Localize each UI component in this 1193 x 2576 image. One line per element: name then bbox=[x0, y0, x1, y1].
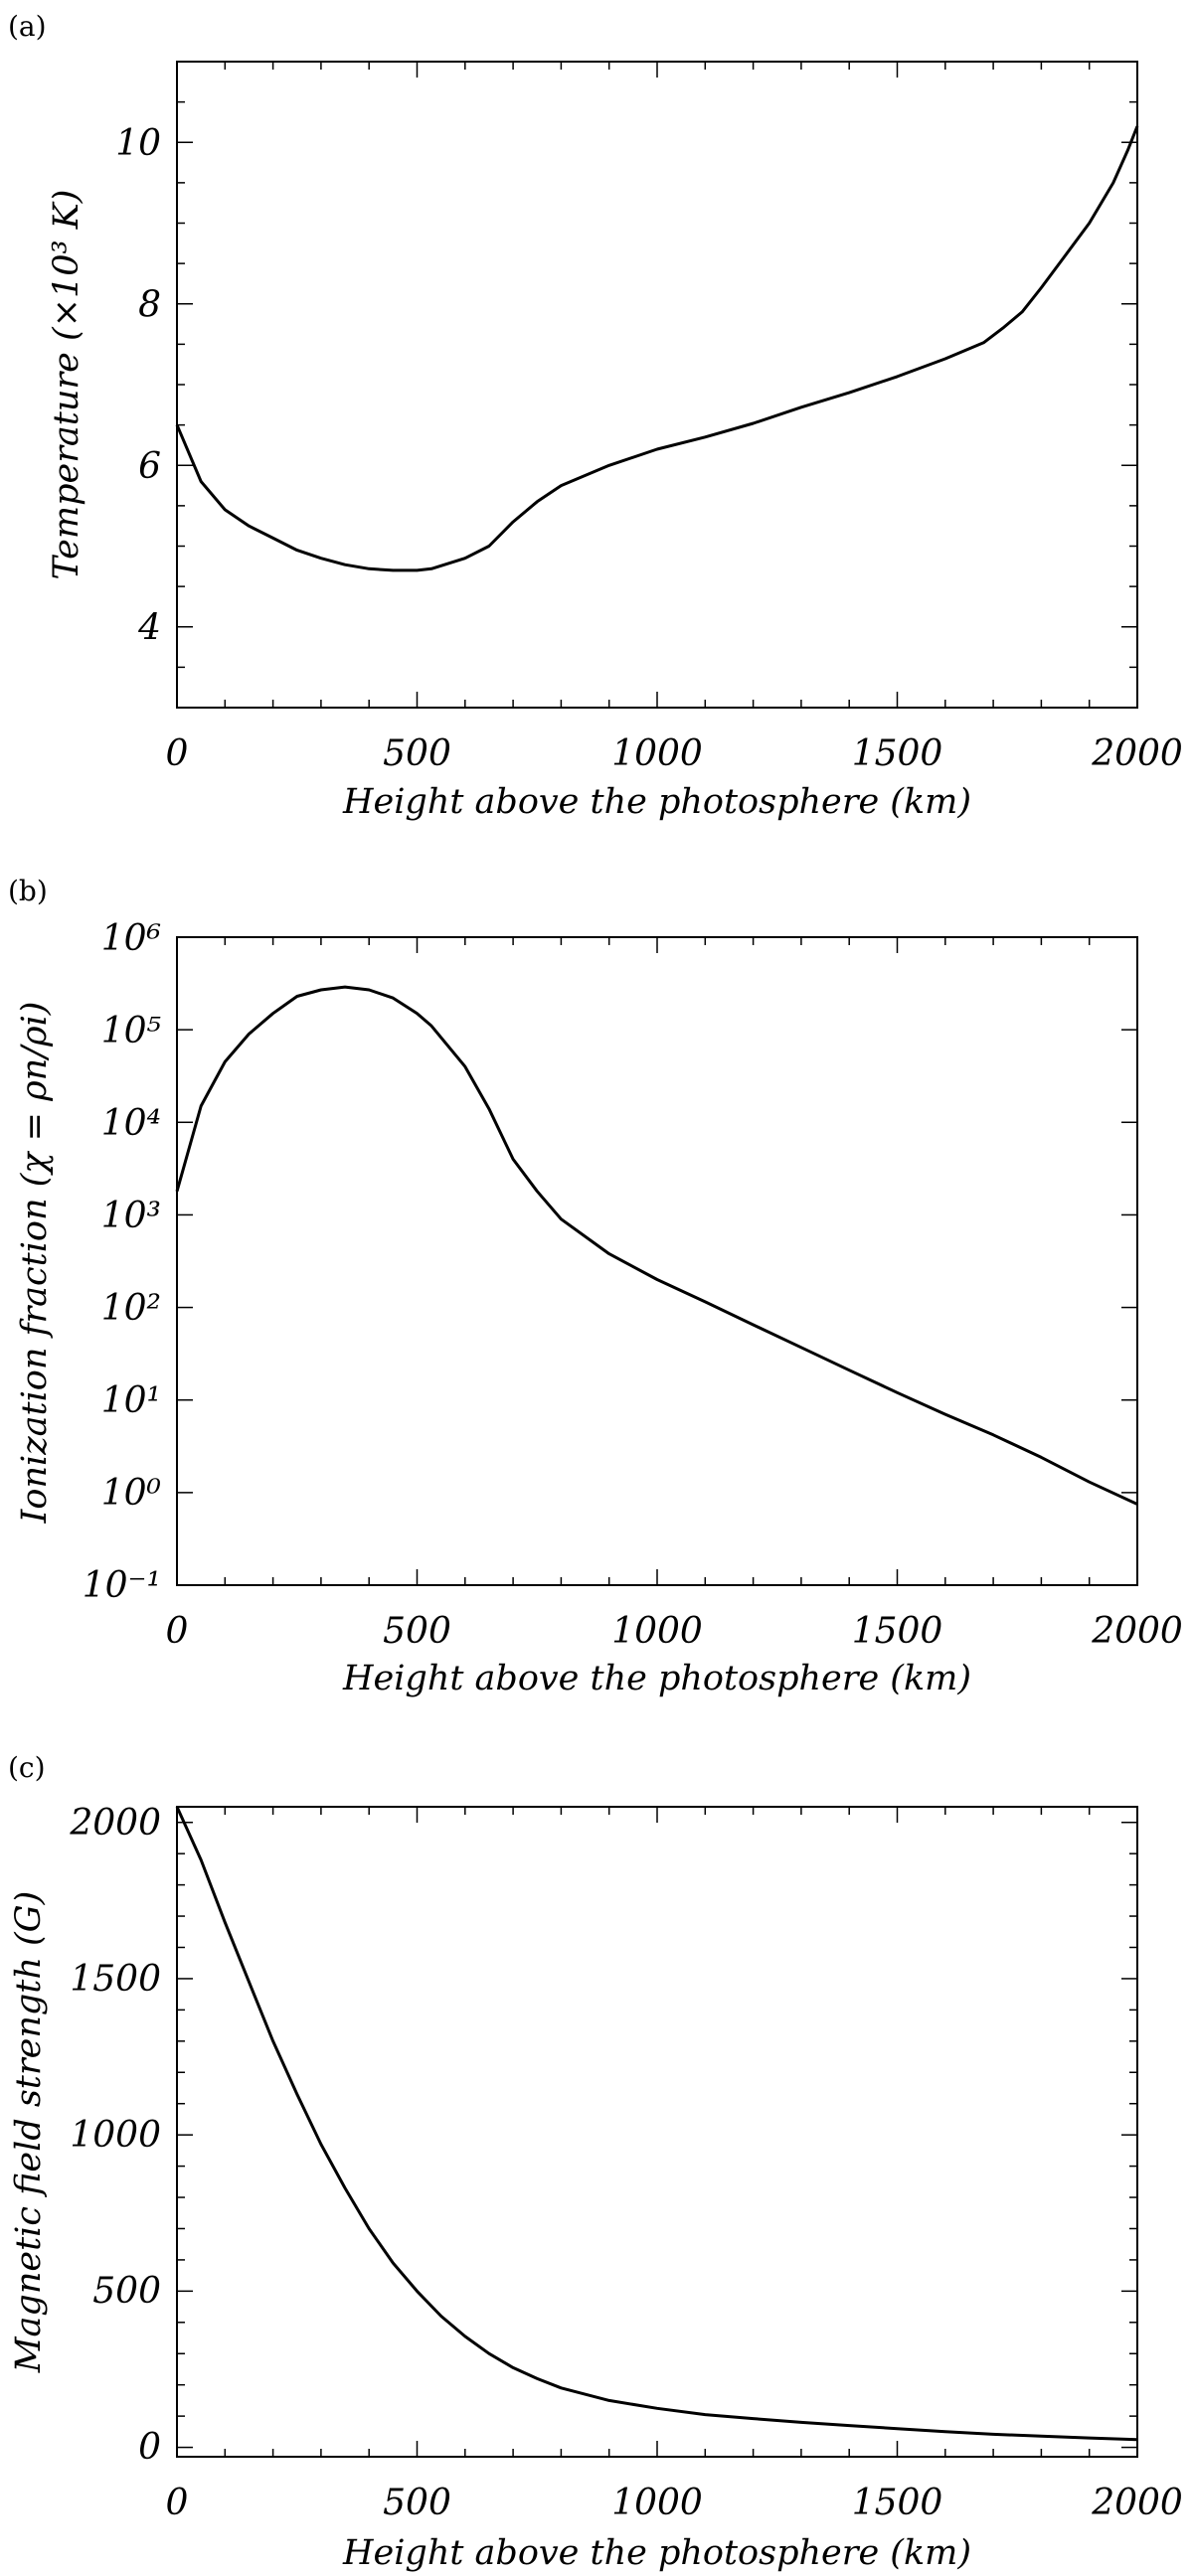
panel-a-x-tick-0: 0 bbox=[166, 733, 189, 774]
panel-a-x-axis-label: Height above the photosphere (km) bbox=[342, 782, 971, 822]
panel-b-y-axis-label: Ionization fraction (χ = ρn/ρi) bbox=[15, 1002, 55, 1525]
panel-c-x-tick-1000: 1000 bbox=[611, 2483, 703, 2523]
panel-b-y-tick-labels: 10⁻¹ 10⁰ 10¹ 10² 10³ 10⁴ 10⁵ 10⁶ bbox=[83, 918, 161, 1606]
panel-a-y-tick-labels: 4 6 8 10 bbox=[115, 123, 161, 649]
panel-b-x-tick-labels: 0 500 1000 1500 2000 bbox=[166, 1611, 1183, 1652]
panel-a-x-tick-500: 500 bbox=[383, 733, 451, 774]
panel-b-y-tick-1e5: 10⁵ bbox=[101, 1011, 161, 1051]
panel-b-y-tick-1e6: 10⁶ bbox=[101, 918, 161, 959]
panel-b-x-tick-500: 500 bbox=[383, 1611, 451, 1652]
panel-a-y-axis-label: Temperature (×10³ K) bbox=[47, 190, 86, 580]
panel-a-x-tick-labels: 0 500 1000 1500 2000 bbox=[166, 733, 1183, 774]
panel-b-x-tick-2000: 2000 bbox=[1091, 1611, 1183, 1652]
panel-c-y-axis-label: Magnetic field strength (G) bbox=[9, 1891, 49, 2374]
panel-a-y-tick-6: 6 bbox=[138, 446, 161, 487]
panel-c-x-tick-500: 500 bbox=[383, 2483, 451, 2523]
panel-c-x-tick-labels: 0 500 1000 1500 2000 bbox=[166, 2483, 1183, 2523]
panel-c-ticks bbox=[176, 1807, 1138, 2457]
panel-c-x-tick-2000: 2000 bbox=[1091, 2483, 1183, 2523]
panel-c-y-tick-0: 0 bbox=[138, 2427, 161, 2468]
panel-c-x-tick-0: 0 bbox=[166, 2483, 189, 2523]
panel-b-tag: (b) bbox=[8, 875, 48, 907]
panel-a-x-tick-1500: 1500 bbox=[852, 733, 943, 774]
panel-c-tag: (c) bbox=[8, 1751, 46, 1784]
panel-b-x-tick-1000: 1000 bbox=[611, 1611, 703, 1652]
panel-b-x-axis-label: Height above the photosphere (km) bbox=[342, 1659, 971, 1698]
panel-c-frame bbox=[176, 1806, 1138, 2458]
panel-c-y-tick-1500: 1500 bbox=[70, 1959, 161, 2000]
panel-a-frame bbox=[176, 61, 1138, 709]
panel-c-x-tick-1500: 1500 bbox=[852, 2483, 943, 2523]
panel-b-x-tick-0: 0 bbox=[166, 1611, 189, 1652]
panel-b-y-tick-1e2: 10² bbox=[101, 1288, 161, 1329]
panel-b-x-tick-1500: 1500 bbox=[852, 1611, 943, 1652]
panel-c-y-tick-1000: 1000 bbox=[70, 2115, 161, 2156]
panel-c-y-tick-500: 500 bbox=[92, 2271, 161, 2312]
panel-b-frame bbox=[176, 936, 1138, 1586]
panel-b-y-tick-1e3: 10³ bbox=[101, 1196, 161, 1236]
panel-a-x-tick-1000: 1000 bbox=[611, 733, 703, 774]
panel-a-temperature-curve bbox=[175, 125, 1139, 572]
panel-b-y-tick-1e4: 10⁴ bbox=[101, 1103, 161, 1144]
panel-b-y-tick-1e1: 10¹ bbox=[101, 1380, 161, 1421]
panel-b-ionization-curve bbox=[175, 985, 1138, 1506]
panel-b-ticks bbox=[176, 936, 1138, 1586]
panel-a-y-tick-4: 4 bbox=[137, 607, 161, 648]
panel-a-y-tick-8: 8 bbox=[138, 284, 161, 325]
panel-a-y-tick-10: 10 bbox=[115, 123, 161, 164]
panel-c-y-tick-2000: 2000 bbox=[69, 1803, 161, 1844]
panel-a-ticks bbox=[176, 61, 1138, 709]
panel-c-magnetic-field-curve bbox=[175, 1806, 1138, 2442]
panel-c: (c) 0 500 1000 1500 2000 0 500 1000 1500… bbox=[8, 1751, 1183, 2573]
panel-a-x-tick-2000: 2000 bbox=[1091, 733, 1183, 774]
panel-b: (b) 0 500 1000 1500 2000 10⁻¹ 10⁰ 10¹ 10… bbox=[8, 875, 1183, 1698]
panel-c-x-axis-label: Height above the photosphere (km) bbox=[342, 2533, 971, 2573]
panel-a-tag: (a) bbox=[8, 10, 47, 43]
panel-c-y-tick-labels: 0 500 1000 1500 2000 bbox=[69, 1803, 161, 2468]
panel-b-y-tick-1e-1: 10⁻¹ bbox=[83, 1565, 161, 1606]
panel-a: (a) 0 500 1000 1500 2000 4 6 8 10 Height… bbox=[8, 10, 1183, 822]
panel-b-y-tick-1e0: 10⁰ bbox=[101, 1473, 161, 1514]
